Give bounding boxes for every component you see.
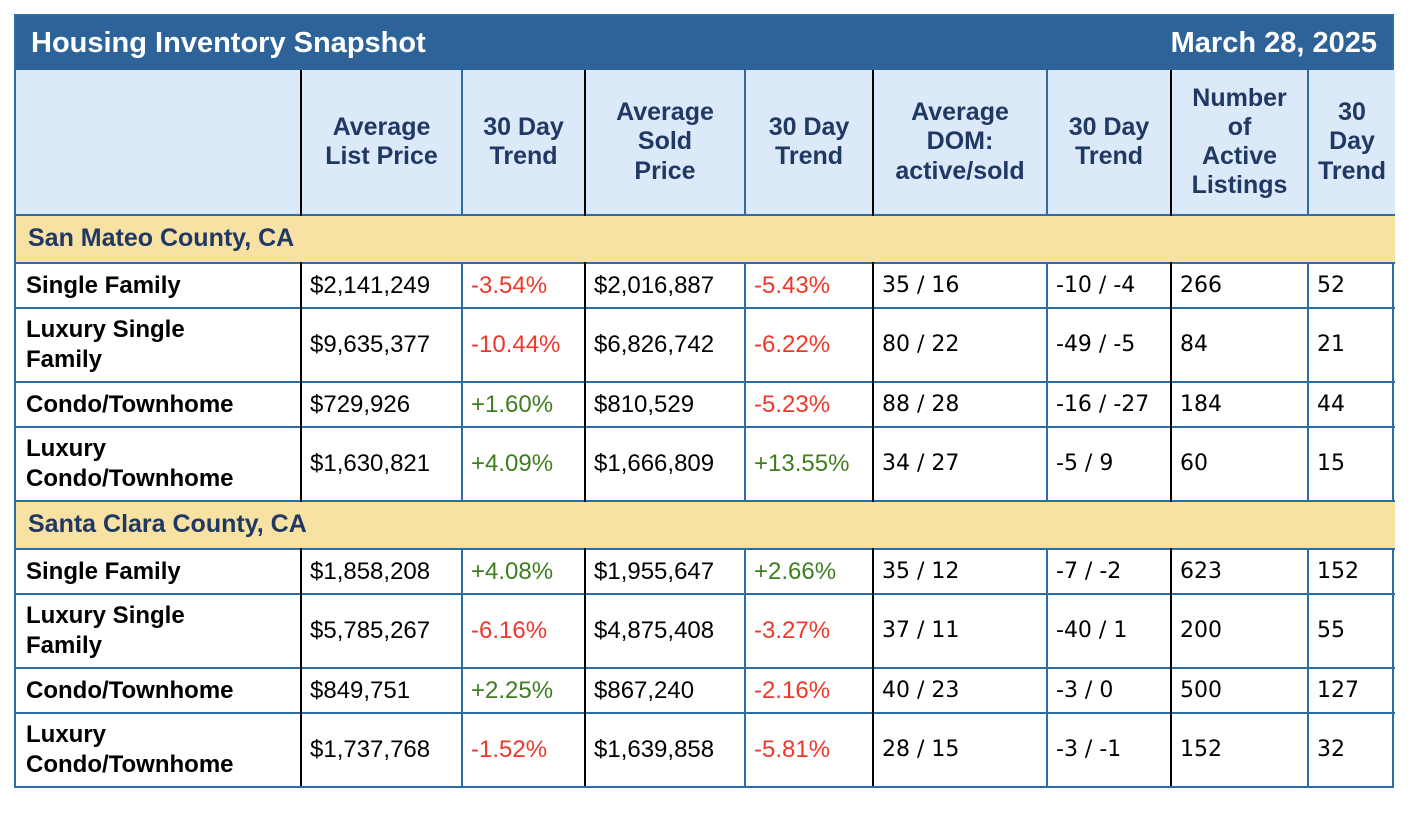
sold-trend-cell: +2.66%	[745, 549, 874, 594]
dom-cell: 34 / 27	[873, 427, 1048, 501]
active-listings-cell: 84	[1171, 308, 1309, 382]
avg-list-price-cell: $1,737,768	[301, 713, 463, 786]
avg-sold-price-cell: $1,639,858	[585, 713, 746, 786]
column-header-row: Average List Price 30 Day Trend Average …	[16, 70, 1395, 215]
avg-sold-price-cell: $2,016,887	[585, 263, 746, 308]
col-header-avg-list-price: Average List Price	[301, 70, 463, 215]
col-header-sold-trend: 30 Day Trend	[745, 70, 874, 215]
row-label: Single Family	[16, 263, 302, 308]
list-trend-cell: -1.52%	[462, 713, 586, 786]
dom-trend-cell: -7 / -2	[1047, 549, 1172, 594]
list-trend-cell: -10.44%	[462, 308, 586, 382]
active-listings-cell: 200	[1171, 594, 1309, 668]
page-title: Housing Inventory Snapshot	[31, 26, 426, 59]
table-row: Luxury Condo/Townhome $1,630,821 +4.09% …	[16, 427, 1395, 501]
row-label: Luxury Single Family	[16, 308, 302, 382]
col-header-list-trend: 30 Day Trend	[462, 70, 586, 215]
table-row: Luxury Single Family $9,635,377 -10.44% …	[16, 308, 1395, 382]
table-row: Condo/Townhome $729,926 +1.60% $810,529 …	[16, 382, 1395, 427]
dom-trend-cell: -3 / -1	[1047, 713, 1172, 786]
sold-trend-cell: -5.81%	[745, 713, 874, 786]
avg-list-price-cell: $2,141,249	[301, 263, 463, 308]
sold-trend-cell: +13.55%	[745, 427, 874, 501]
row-label: Condo/Townhome	[16, 668, 302, 713]
sold-trend-cell: -2.16%	[745, 668, 874, 713]
section-header-santa-clara: Santa Clara County, CA	[16, 501, 1395, 549]
active-listings-cell: 184	[1171, 382, 1309, 427]
listings-trend-cell: 127	[1317, 677, 1359, 703]
report-date: March 28, 2025	[1170, 26, 1377, 59]
row-label: Luxury Condo/Townhome	[16, 427, 302, 501]
avg-sold-price-cell: $6,826,742	[585, 308, 746, 382]
dom-trend-cell: -40 / 1	[1047, 594, 1172, 668]
list-trend-cell: -6.16%	[462, 594, 586, 668]
row-label: Luxury Condo/Townhome	[16, 713, 302, 786]
table-row: Single Family $1,858,208 +4.08% $1,955,6…	[16, 549, 1395, 594]
dom-cell: 80 / 22	[873, 308, 1048, 382]
dom-trend-cell: -3 / 0	[1047, 668, 1172, 713]
active-listings-cell: 152	[1171, 713, 1309, 786]
sold-trend-cell: -6.22%	[745, 308, 874, 382]
col-header-avg-dom: Average DOM: active/sold	[873, 70, 1048, 215]
dom-cell: 40 / 23	[873, 668, 1048, 713]
active-listings-cell: 500	[1171, 668, 1309, 713]
section-header-san-mateo: San Mateo County, CA	[16, 215, 1395, 263]
list-trend-cell: -3.54%	[462, 263, 586, 308]
dom-trend-cell: -5 / 9	[1047, 427, 1172, 501]
table-row: Luxury Condo/Townhome $1,737,768 -1.52% …	[16, 713, 1395, 786]
dom-cell: 35 / 16	[873, 263, 1048, 308]
listings-trend-cell: 15	[1317, 451, 1345, 477]
avg-sold-price-cell: $1,666,809	[585, 427, 746, 501]
dom-trend-cell: -49 / -5	[1047, 308, 1172, 382]
list-trend-cell: +1.60%	[462, 382, 586, 427]
avg-sold-price-cell: $810,529	[585, 382, 746, 427]
dom-cell: 37 / 11	[873, 594, 1048, 668]
avg-list-price-cell: $1,630,821	[301, 427, 463, 501]
row-label: Luxury Single Family	[16, 594, 302, 668]
row-label: Single Family	[16, 549, 302, 594]
listings-trend-cell: 44	[1317, 391, 1345, 417]
avg-list-price-cell: $849,751	[301, 668, 463, 713]
table-row: Single Family $2,141,249 -3.54% $2,016,8…	[16, 263, 1395, 308]
col-header-dom-trend: 30 Day Trend	[1047, 70, 1172, 215]
dom-cell: 28 / 15	[873, 713, 1048, 786]
listings-trend-cell: 21	[1317, 332, 1345, 358]
avg-sold-price-cell: $4,875,408	[585, 594, 746, 668]
dom-cell: 35 / 12	[873, 549, 1048, 594]
dom-trend-cell: -10 / -4	[1047, 263, 1172, 308]
col-header-blank	[16, 70, 302, 215]
section-title: Santa Clara County, CA	[16, 501, 1395, 549]
list-trend-cell: +4.09%	[462, 427, 586, 501]
avg-list-price-cell: $1,858,208	[301, 549, 463, 594]
sold-trend-cell: -5.23%	[745, 382, 874, 427]
avg-sold-price-cell: $1,955,647	[585, 549, 746, 594]
col-header-avg-sold-price: Average Sold Price	[585, 70, 746, 215]
avg-sold-price-cell: $867,240	[585, 668, 746, 713]
col-header-active-listings: Number of Active Listings	[1171, 70, 1309, 215]
listings-trend-cell: 32	[1317, 737, 1345, 763]
dom-trend-cell: -16 / -27	[1047, 382, 1172, 427]
listings-trend-cell: 52	[1317, 272, 1345, 298]
active-listings-cell: 60	[1171, 427, 1309, 501]
listings-trend-cell: 152	[1317, 558, 1359, 584]
avg-list-price-cell: $9,635,377	[301, 308, 463, 382]
section-title: San Mateo County, CA	[16, 215, 1395, 263]
title-bar: Housing Inventory Snapshot March 28, 202…	[16, 16, 1392, 70]
sold-trend-cell: -5.43%	[745, 263, 874, 308]
active-listings-cell: 623	[1171, 549, 1309, 594]
avg-list-price-cell: $729,926	[301, 382, 463, 427]
list-trend-cell: +2.25%	[462, 668, 586, 713]
dom-cell: 88 / 28	[873, 382, 1048, 427]
housing-inventory-table: Housing Inventory Snapshot March 28, 202…	[14, 14, 1395, 788]
table-row: Luxury Single Family $5,785,267 -6.16% $…	[16, 594, 1395, 668]
row-label: Condo/Townhome	[16, 382, 302, 427]
data-table: Average List Price 30 Day Trend Average …	[16, 70, 1395, 786]
sold-trend-cell: -3.27%	[745, 594, 874, 668]
list-trend-cell: +4.08%	[462, 549, 586, 594]
listings-trend-cell: 55	[1317, 618, 1345, 644]
avg-list-price-cell: $5,785,267	[301, 594, 463, 668]
active-listings-cell: 266	[1171, 263, 1309, 308]
col-header-listings-trend: 30 Day Trend	[1308, 70, 1395, 215]
table-row: Condo/Townhome $849,751 +2.25% $867,240 …	[16, 668, 1395, 713]
